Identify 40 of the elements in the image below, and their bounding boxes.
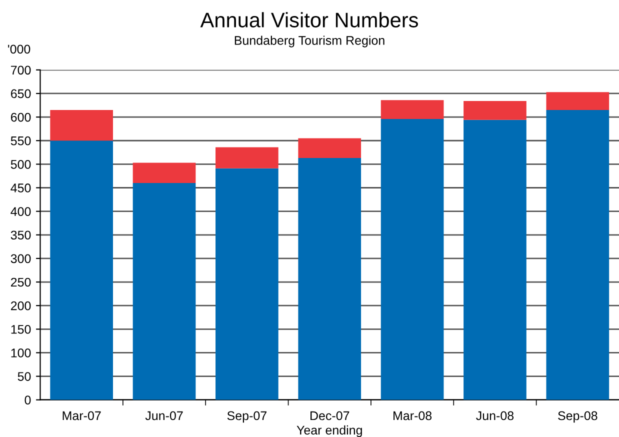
y-tick-label: 350 <box>10 230 31 240</box>
bar <box>464 101 526 120</box>
bar <box>298 158 362 400</box>
x-tick-label: Sep-08 <box>558 411 598 423</box>
bar <box>546 92 610 110</box>
bar <box>50 140 113 400</box>
y-tick-label: 550 <box>10 136 31 146</box>
x-tick-label: Sep-07 <box>227 411 266 423</box>
chart-subtitle: Bundaberg Tourism Region <box>234 36 384 48</box>
y-tick-label: 100 <box>11 348 31 358</box>
bar <box>216 168 278 400</box>
bar <box>380 118 444 400</box>
y-tick-label: 700 <box>10 66 31 75</box>
y-tick-label: 250 <box>10 278 31 287</box>
y-tick-label: 50 <box>18 372 31 381</box>
bar <box>216 147 278 168</box>
x-tick-label: Mar-08 <box>394 411 432 420</box>
y-tick-label: 300 <box>10 254 31 264</box>
y-tick-label: 500 <box>10 160 31 169</box>
bar <box>132 183 196 400</box>
bar <box>132 162 196 184</box>
chart-title: Annual Visitor Numbers <box>200 12 418 28</box>
y-tick-label: 600 <box>10 112 31 122</box>
y-tick-label: 150 <box>11 324 31 334</box>
bar <box>298 138 362 158</box>
bar <box>50 110 113 141</box>
bar <box>464 120 526 400</box>
x-axis-title: Year ending <box>296 425 362 437</box>
y-axis-title: '000 <box>8 44 30 54</box>
y-tick-label: 650 <box>10 89 31 98</box>
y-tick-label: 450 <box>10 184 31 192</box>
y-tick-label: 400 <box>10 207 31 216</box>
x-tick-label: Dec-07 <box>310 411 350 420</box>
y-tick-label: 200 <box>10 301 31 310</box>
y-tick-label: 0 <box>24 396 31 405</box>
x-tick-label: Mar-07 <box>62 411 101 420</box>
x-tick-label: Jun-08 <box>476 411 514 420</box>
x-tick-label: Jun-07 <box>145 411 183 420</box>
bar <box>380 100 444 119</box>
bar <box>546 110 610 400</box>
